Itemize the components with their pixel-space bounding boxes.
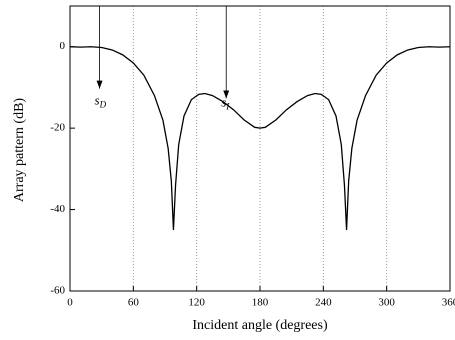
annotation-text: s (221, 95, 226, 110)
annotation-sub: D (99, 100, 107, 110)
x-tick-label: 240 (315, 297, 332, 309)
x-axis-label: Incident angle (degrees) (192, 318, 328, 333)
y-tick-label: -60 (50, 285, 65, 297)
x-tick-label: 60 (128, 297, 140, 309)
y-tick-label: -20 (50, 122, 65, 134)
x-tick-label: 0 (67, 297, 73, 309)
x-tick-label: 180 (252, 297, 269, 309)
x-tick-label: 360 (442, 297, 455, 309)
annotation-sub: I (225, 102, 230, 112)
plot-frame (69, 5, 451, 292)
x-tick-label: 120 (188, 297, 205, 309)
annotation: sD (95, 93, 107, 110)
annotation-text: s (95, 93, 100, 108)
annotation: sI (221, 95, 230, 112)
y-tick-label: 0 (60, 40, 66, 52)
x-tick-label: 300 (378, 297, 395, 309)
curve (69, 46, 451, 230)
y-axis-label: Array pattern (dB) (12, 98, 27, 203)
y-tick-label: -40 (50, 203, 65, 215)
